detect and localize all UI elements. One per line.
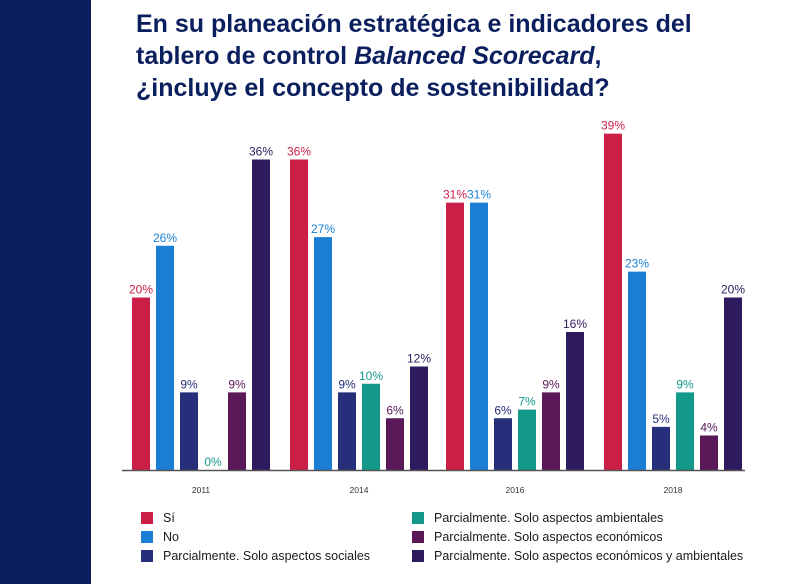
- data-label-no-2018: 23%: [625, 257, 649, 271]
- x-tick-label-2018: 2018: [664, 485, 683, 495]
- data-label-economicos-2011: 9%: [228, 377, 246, 391]
- data-label-sociales-2014: 9%: [338, 377, 356, 391]
- bar-economicos-2016: [542, 392, 560, 470]
- data-label-economicos-2014: 6%: [386, 403, 404, 417]
- bar-ambientales-2016: [518, 409, 536, 470]
- bar-econ_amb-2014: [410, 366, 428, 470]
- bar-ambientales-2014: [362, 383, 380, 470]
- bar-econ_amb-2018: [724, 297, 742, 470]
- title-line-1: En su planeación estratégica e indicador…: [136, 10, 692, 38]
- x-tick-label-2011: 2011: [192, 485, 211, 495]
- data-label-sociales-2011: 9%: [180, 377, 198, 391]
- page-title: En su planeación estratégica e indicador…: [136, 8, 796, 104]
- title-line-2-prefix: tablero de control: [136, 42, 355, 70]
- data-label-econ_amb-2011: 36%: [249, 145, 273, 159]
- bar-sociales-2016: [494, 418, 512, 470]
- bar-si-2018: [604, 133, 622, 470]
- bar-econ_amb-2011: [252, 159, 270, 470]
- bar-sociales-2011: [180, 392, 198, 470]
- bar-economicos-2014: [386, 418, 404, 470]
- bar-economicos-2018: [700, 435, 718, 470]
- data-label-econ_amb-2018: 20%: [721, 283, 745, 297]
- data-label-si-2018: 39%: [601, 119, 625, 133]
- sidebar-band: [0, 0, 91, 584]
- data-label-ambientales-2018: 9%: [676, 377, 694, 391]
- bar-no-2014: [314, 237, 332, 470]
- data-label-si-2016: 31%: [443, 188, 467, 202]
- data-label-sociales-2016: 6%: [494, 403, 512, 417]
- data-label-no-2011: 26%: [153, 231, 177, 245]
- data-label-econ_amb-2016: 16%: [563, 317, 587, 331]
- title-line-2-italic: Balanced Scorecard: [354, 42, 595, 70]
- x-tick-label-2016: 2016: [506, 485, 525, 495]
- data-label-no-2014: 27%: [311, 222, 335, 236]
- bar-no-2016: [470, 202, 488, 470]
- title-line-3: ¿incluye el concepto de sostenibilidad?: [136, 74, 610, 102]
- data-label-no-2016: 31%: [467, 188, 491, 202]
- title-line-2: tablero de control Balanced Scorecard,: [136, 40, 796, 72]
- bar-no-2011: [156, 245, 174, 470]
- bar-sociales-2014: [338, 392, 356, 470]
- x-tick-label-2014: 2014: [350, 485, 369, 495]
- bar-ambientales-2018: [676, 392, 694, 470]
- data-label-economicos-2016: 9%: [542, 377, 560, 391]
- title-line-2-suffix: ,: [594, 42, 602, 70]
- bar-si-2016: [446, 202, 464, 470]
- data-label-ambientales-2016: 7%: [518, 395, 536, 409]
- bar-si-2014: [290, 159, 308, 470]
- data-label-econ_amb-2014: 12%: [407, 352, 431, 366]
- data-label-si-2011: 20%: [129, 283, 153, 297]
- bar-sociales-2018: [652, 426, 670, 470]
- data-label-ambientales-2014: 10%: [359, 369, 383, 383]
- data-label-si-2014: 36%: [287, 145, 311, 159]
- data-label-ambientales-2011: 0%: [204, 455, 222, 469]
- bar-no-2018: [628, 271, 646, 470]
- bar-economicos-2011: [228, 392, 246, 470]
- data-label-economicos-2018: 4%: [700, 421, 718, 435]
- bar-si-2011: [132, 297, 150, 470]
- bar-econ_amb-2016: [566, 332, 584, 470]
- data-label-sociales-2018: 5%: [652, 412, 670, 426]
